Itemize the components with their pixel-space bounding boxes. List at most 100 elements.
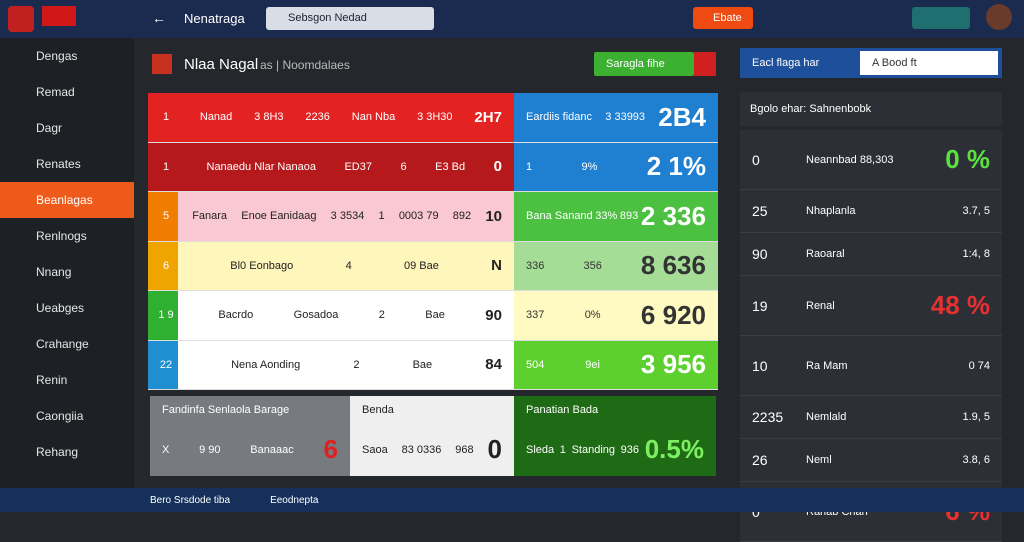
cell: 5 [162,210,170,223]
ranking-cell: Nhaplanla [806,205,856,217]
nav-item[interactable]: Remad [36,85,75,99]
nav-item[interactable]: Renates [36,157,81,171]
cell: 3 956 [640,349,706,380]
back-button[interactable]: ← [152,10,166,26]
cell: 1 [162,160,170,173]
cell: 2 1% [646,151,706,182]
nav-item[interactable]: Beanlagas [0,182,134,218]
nav-item[interactable]: Dengas [36,49,78,63]
search-bar: Eacl flaga har A Bood ft [740,48,1002,78]
cell: Nanaedu Nlar Nanaoa [206,160,316,173]
cell: Bl0 Eonbago [230,259,294,272]
cell: 2H7 [474,108,502,126]
cell: E3 Bd [435,160,466,173]
ranking-row: 25 Nhaplanla 3.7, 5 [740,190,1002,233]
ranking-cell: 90 [752,246,768,262]
cell: 6 [162,259,170,272]
nav-item[interactable]: Caongiia [36,409,84,423]
ranking-cell: 0 [752,151,760,168]
cell: N [491,257,502,275]
ranking-cell: 25 [752,203,768,219]
panel-value: 0 [487,434,502,464]
row-left: 22 Nena Aonding 2 Bae 84 [148,340,514,389]
table-row: 5 Fanara Enoe Eanidaag 3 3534 1 0003 79 892 10 B… [148,192,718,242]
ranking-row: 0 Neannbad 88,303 0 % [740,130,1002,190]
red-button[interactable] [694,52,716,76]
ranking-row: 19 Renal 48 % [740,276,1002,336]
search-box[interactable]: Sebsgon Nedad [266,7,434,30]
cell: 2B4 [658,101,706,132]
ranking-cell: 3.8, 6 [962,454,990,466]
cell: 6 [400,160,407,173]
cell: 6 920 [640,299,706,330]
cell: 2236 [305,111,330,124]
logo [8,6,34,32]
nav-item[interactable]: Nnang [36,265,72,279]
taskbar-item[interactable]: Bero Srsdode tiba [150,494,231,506]
search-label: Eacl flaga har [752,57,820,69]
row-left: 1 Nanaedu Nlar Nanaoa ED37 6 E3 Bd 0 [148,142,514,191]
panel-value: 936 [620,443,640,456]
cell: Bana Sanand [526,210,593,223]
subtitle: as | Noomdalaes [260,58,350,72]
logo [42,6,76,26]
sidebar: Dengas Remad Dagr Renates Beanlagas Renlnogs N… [0,38,134,488]
ranking-cell: Ra Mam [806,359,848,372]
panel-value: Sleda [526,443,555,456]
nav-item[interactable]: Ueabges [36,301,85,315]
panel-items: Saoa 83 0336 968 0 [362,434,502,465]
avatar[interactable] [986,4,1012,30]
action-button[interactable]: Ebate [693,7,753,29]
table-row: 1 Nanaedu Nlar Nanaoa ED37 6 E3 Bd 0 1 9% 2 1% [148,142,718,192]
taskbar-item[interactable]: Eeodnepta [270,494,319,506]
panel-value: 83 0336 [401,443,442,456]
row-left: 1 Nanad 3 8H3 2236 Nan Nba 3 3H30 2H7 [148,93,514,142]
cell: 337 [526,309,545,322]
bottom-panel: Benda Saoa 83 0336 968 0 [350,396,514,476]
row-left: 6 Bl0 Eonbago 4 09 Bae N [148,241,514,290]
status-button[interactable] [912,7,970,29]
ranking-cell: 0 74 [968,359,990,372]
cell: 0% [584,309,601,322]
nav-item[interactable]: Rehang [36,445,79,459]
row-right: 337 0% 6 920 [514,291,718,340]
search-input[interactable]: A Bood ft [860,51,998,75]
panel-title: Benda [362,404,394,416]
cell: 504 [526,358,545,371]
cell: 892 [452,210,472,223]
ranking-cell: 48 % [930,290,990,320]
cell: 1 9 [158,309,174,322]
ranking-cell: 2235 [752,409,784,425]
ranking-cell: 1.9, 5 [962,411,990,423]
panel-value: 6 [323,434,338,464]
table-row: 1 9 Bacrdo Gosadoa 2 Bae 90 337 0% 6 920 [148,291,718,341]
ranking-row: 26 Neml 3.8, 6 [740,439,1002,482]
cell: Eardiis fidanc [526,111,593,124]
cell: 4 [345,259,352,272]
row-right: Eardiis fidanc 3 33993 2B4 [514,93,718,142]
cell: 84 [485,356,502,374]
top-bar: ← Nenatraga Sebsgon Nedad Ebate [0,0,1024,38]
green-button[interactable]: Saragla fihe [594,52,694,76]
ranking-cell: 26 [752,452,768,468]
cell: 8 636 [640,250,706,281]
cell: Gosadoa [293,309,339,322]
panel-items: X 9 90 Banaaac 6 [162,434,338,465]
cell: Nan Nba [351,111,396,124]
table-row: 6 Bl0 Eonbago 4 09 Bae N 336 356 8 636 [148,241,718,291]
cell: Fanara [192,210,228,223]
nav-item[interactable]: Renlnogs [36,229,87,243]
panel-title: Panatian Bada [526,404,599,416]
row-left: 1 9 Bacrdo Gosadoa 2 Bae 90 [148,291,514,340]
ranking-cell: Nemlald [806,411,847,423]
panel-heading: Bgolo ehar: Sahnenbobk [740,92,1002,126]
cell: 3 8H3 [254,111,284,124]
nav-item[interactable]: Crahange [36,337,89,351]
nav-item[interactable]: Dagr [36,121,63,135]
nav-item[interactable]: Renin [36,373,68,387]
panel-value: 9 90 [199,443,221,456]
brand[interactable]: Nenatraga [184,11,245,26]
ranking-cell: 0 % [945,144,990,174]
title: Nlaa Nagal [184,56,259,73]
cell: Bacrdo [218,309,254,322]
